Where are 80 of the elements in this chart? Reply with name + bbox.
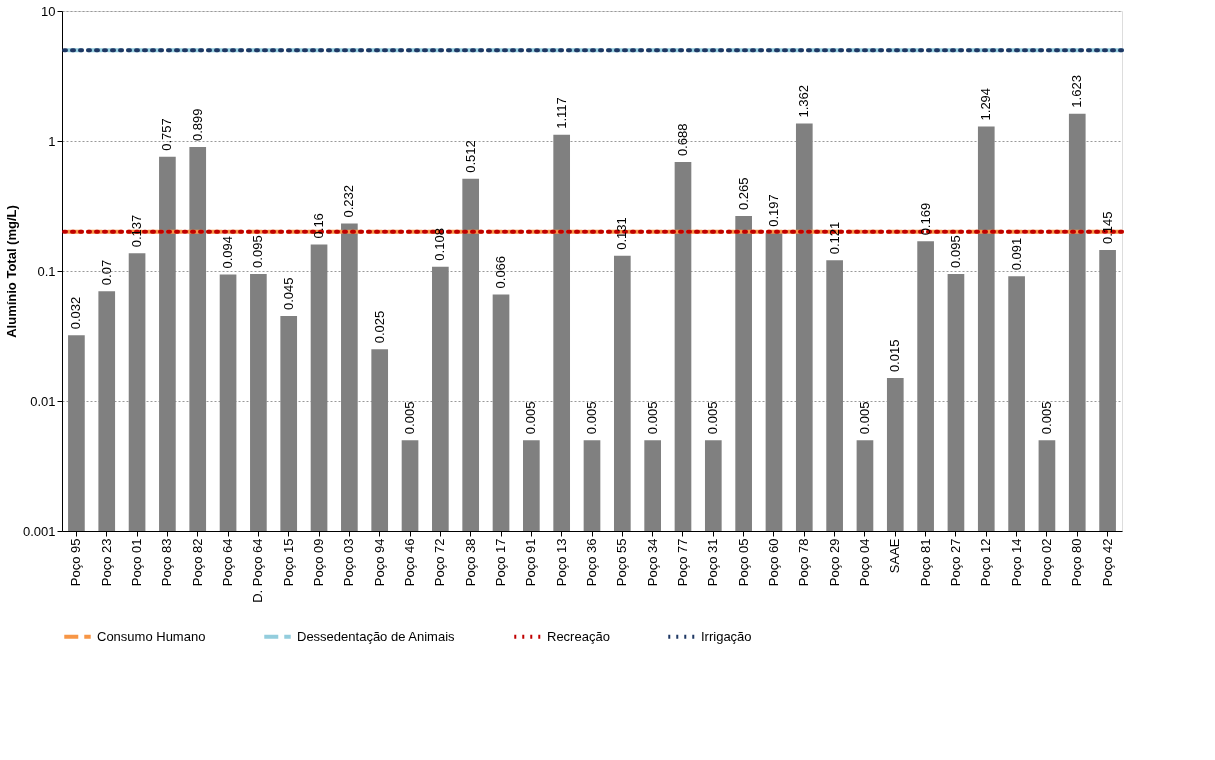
- data-label: 0.197: [765, 194, 781, 227]
- x-tick-label: Poço 80: [1069, 538, 1085, 587]
- data-label: 0.095: [947, 235, 963, 268]
- x-tick-label: Poço 60: [765, 538, 781, 587]
- data-label: 0.121: [826, 221, 842, 255]
- x-tick-label: Poço 13: [553, 538, 569, 587]
- y-tick-label: 0.01: [30, 393, 56, 409]
- x-tick-label: Poço 78: [796, 538, 812, 587]
- data-label: 0.899: [189, 108, 205, 142]
- data-label: 0.091: [1008, 237, 1024, 271]
- data-label: 0.169: [917, 202, 933, 236]
- data-label: 0.005: [402, 401, 418, 435]
- x-tick-label: Poço 34: [644, 538, 660, 587]
- y-tick-label: 1: [48, 133, 56, 149]
- x-tick-label: Poço 55: [614, 538, 630, 587]
- data-label: 0.131: [614, 217, 630, 250]
- x-tick-label: Poço 91: [523, 538, 539, 587]
- legend-label: Consumo Humano: [97, 628, 206, 644]
- data-label: 0.757: [159, 118, 175, 151]
- data-label: 0.094: [220, 235, 236, 269]
- legend-label: Recreação: [547, 628, 610, 644]
- data-label: 0.005: [1038, 401, 1054, 435]
- y-tick-label: 0.1: [37, 263, 56, 279]
- data-label: 0.512: [462, 140, 478, 173]
- data-label: 0.015: [887, 339, 903, 373]
- data-label: 0.025: [371, 310, 387, 344]
- legend-label: Dessedentação de Animais: [297, 628, 456, 644]
- data-label: 0.045: [280, 277, 296, 311]
- x-tick-label: Poço 95: [68, 538, 84, 587]
- data-label: 0.066: [493, 255, 509, 289]
- x-tick-label: Poço 02: [1038, 538, 1054, 587]
- data-label: 0.005: [584, 401, 599, 435]
- x-tick-label: Poço 15: [280, 538, 296, 587]
- data-label: 1.623: [1069, 75, 1085, 108]
- x-tick-label: Poço 83: [159, 538, 175, 587]
- data-label: 0.07: [98, 259, 114, 286]
- x-tick-label: Poço 14: [1008, 538, 1024, 587]
- data-label: 0.232: [341, 184, 357, 218]
- data-label: 0.16: [311, 213, 327, 239]
- x-tick-label: Poço 72: [432, 538, 448, 587]
- data-label: 0.688: [674, 123, 690, 157]
- x-tick-label: SAAE: [887, 538, 903, 574]
- x-tick-label: Poço 12: [978, 538, 994, 587]
- x-tick-label: Poço 64: [220, 538, 236, 587]
- x-tick-label: Poço 77: [674, 538, 690, 587]
- data-label: 1.362: [796, 85, 812, 118]
- data-label: 0.265: [735, 177, 751, 210]
- x-tick-label: Poço 05: [735, 538, 751, 587]
- x-tick-label: Poço 81: [917, 538, 933, 587]
- y-tick-label: 0.001: [22, 523, 56, 539]
- x-tick-label: Poço 42: [1099, 538, 1115, 587]
- x-tick-label: D. Poço 64: [250, 538, 266, 603]
- data-label: 0.137: [129, 214, 145, 248]
- x-tick-label: Poço 01: [129, 538, 145, 587]
- data-label: 0.005: [856, 401, 872, 435]
- data-label: 0.005: [523, 401, 539, 435]
- x-tick-label: Poço 36: [584, 538, 599, 587]
- x-tick-label: Poço 82: [189, 538, 205, 587]
- data-label: 0.005: [705, 401, 721, 435]
- data-label: 1.117: [553, 97, 569, 129]
- data-label: 0.005: [644, 401, 660, 435]
- y-tick-label: 10: [41, 3, 56, 19]
- x-tick-label: Poço 27: [947, 538, 963, 587]
- legend-label: Irrigação: [701, 628, 752, 644]
- x-tick-label: Poço 09: [311, 538, 327, 587]
- x-tick-label: Poço 23: [98, 538, 114, 587]
- data-label: 0.095: [250, 235, 266, 268]
- x-tick-label: Poço 31: [705, 538, 721, 587]
- x-tick-label: Poço 46: [402, 538, 418, 587]
- y-axis-title: Alumínio Total (mg/L): [3, 205, 19, 338]
- data-label: 0.032: [68, 296, 84, 330]
- x-tick-label: Poço 38: [462, 538, 478, 587]
- data-label: 0.145: [1099, 211, 1115, 245]
- x-tick-label: Poço 94: [371, 538, 387, 587]
- data-label: 0.108: [432, 228, 448, 261]
- x-tick-label: Poço 29: [826, 538, 842, 587]
- x-tick-label: Poço 03: [341, 538, 357, 587]
- data-label: 1.294: [978, 87, 994, 121]
- x-tick-label: Poço 17: [493, 538, 509, 587]
- x-tick-label: Poço 04: [856, 538, 872, 587]
